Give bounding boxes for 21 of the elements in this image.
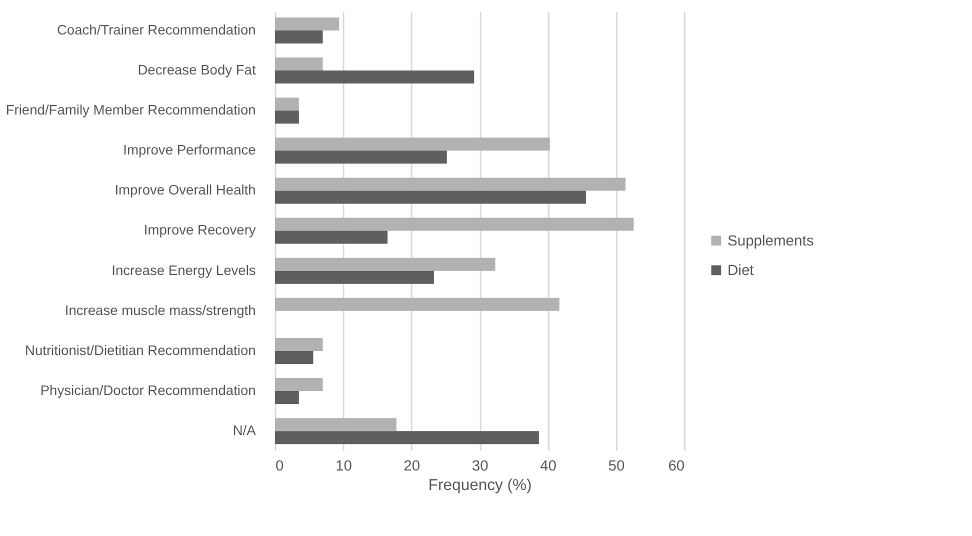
y-tick-label: Decrease Body Fat — [138, 62, 256, 78]
y-tick-label: Nutritionist/Dietitian Recommendation — [24, 342, 256, 358]
y-tick-label: Increase Energy Levels — [112, 262, 256, 278]
legend-label: Diet — [728, 263, 754, 280]
y-tick-label: Physician/Doctor Recommendation — [40, 382, 256, 398]
x-tick-label: 50 — [608, 458, 625, 474]
y-tick-label: Coach/Trainer Recommendation — [56, 22, 256, 38]
y-tick-label: Improve Overall Health — [114, 182, 256, 198]
x-tick-label: 20 — [404, 458, 420, 474]
y-tick-label: Improve Performance — [123, 142, 256, 158]
x-tick-label: 0 — [276, 458, 284, 474]
x-tick-label: 60 — [668, 458, 685, 474]
y-tick-label: Improve Recovery — [144, 222, 256, 238]
y-tick-label: Friend/Family Member Recommendation — [6, 102, 256, 118]
legend-label: Supplements — [728, 234, 814, 250]
x-tick-label: 30 — [472, 458, 488, 474]
x-tick-label: 40 — [540, 458, 556, 474]
y-tick-label: N/A — [232, 423, 257, 438]
x-tick-label: 10 — [335, 458, 352, 474]
x-axis-title: Frequency (%) — [428, 477, 532, 494]
y-tick-label: Increase muscle mass/strength — [64, 302, 256, 318]
